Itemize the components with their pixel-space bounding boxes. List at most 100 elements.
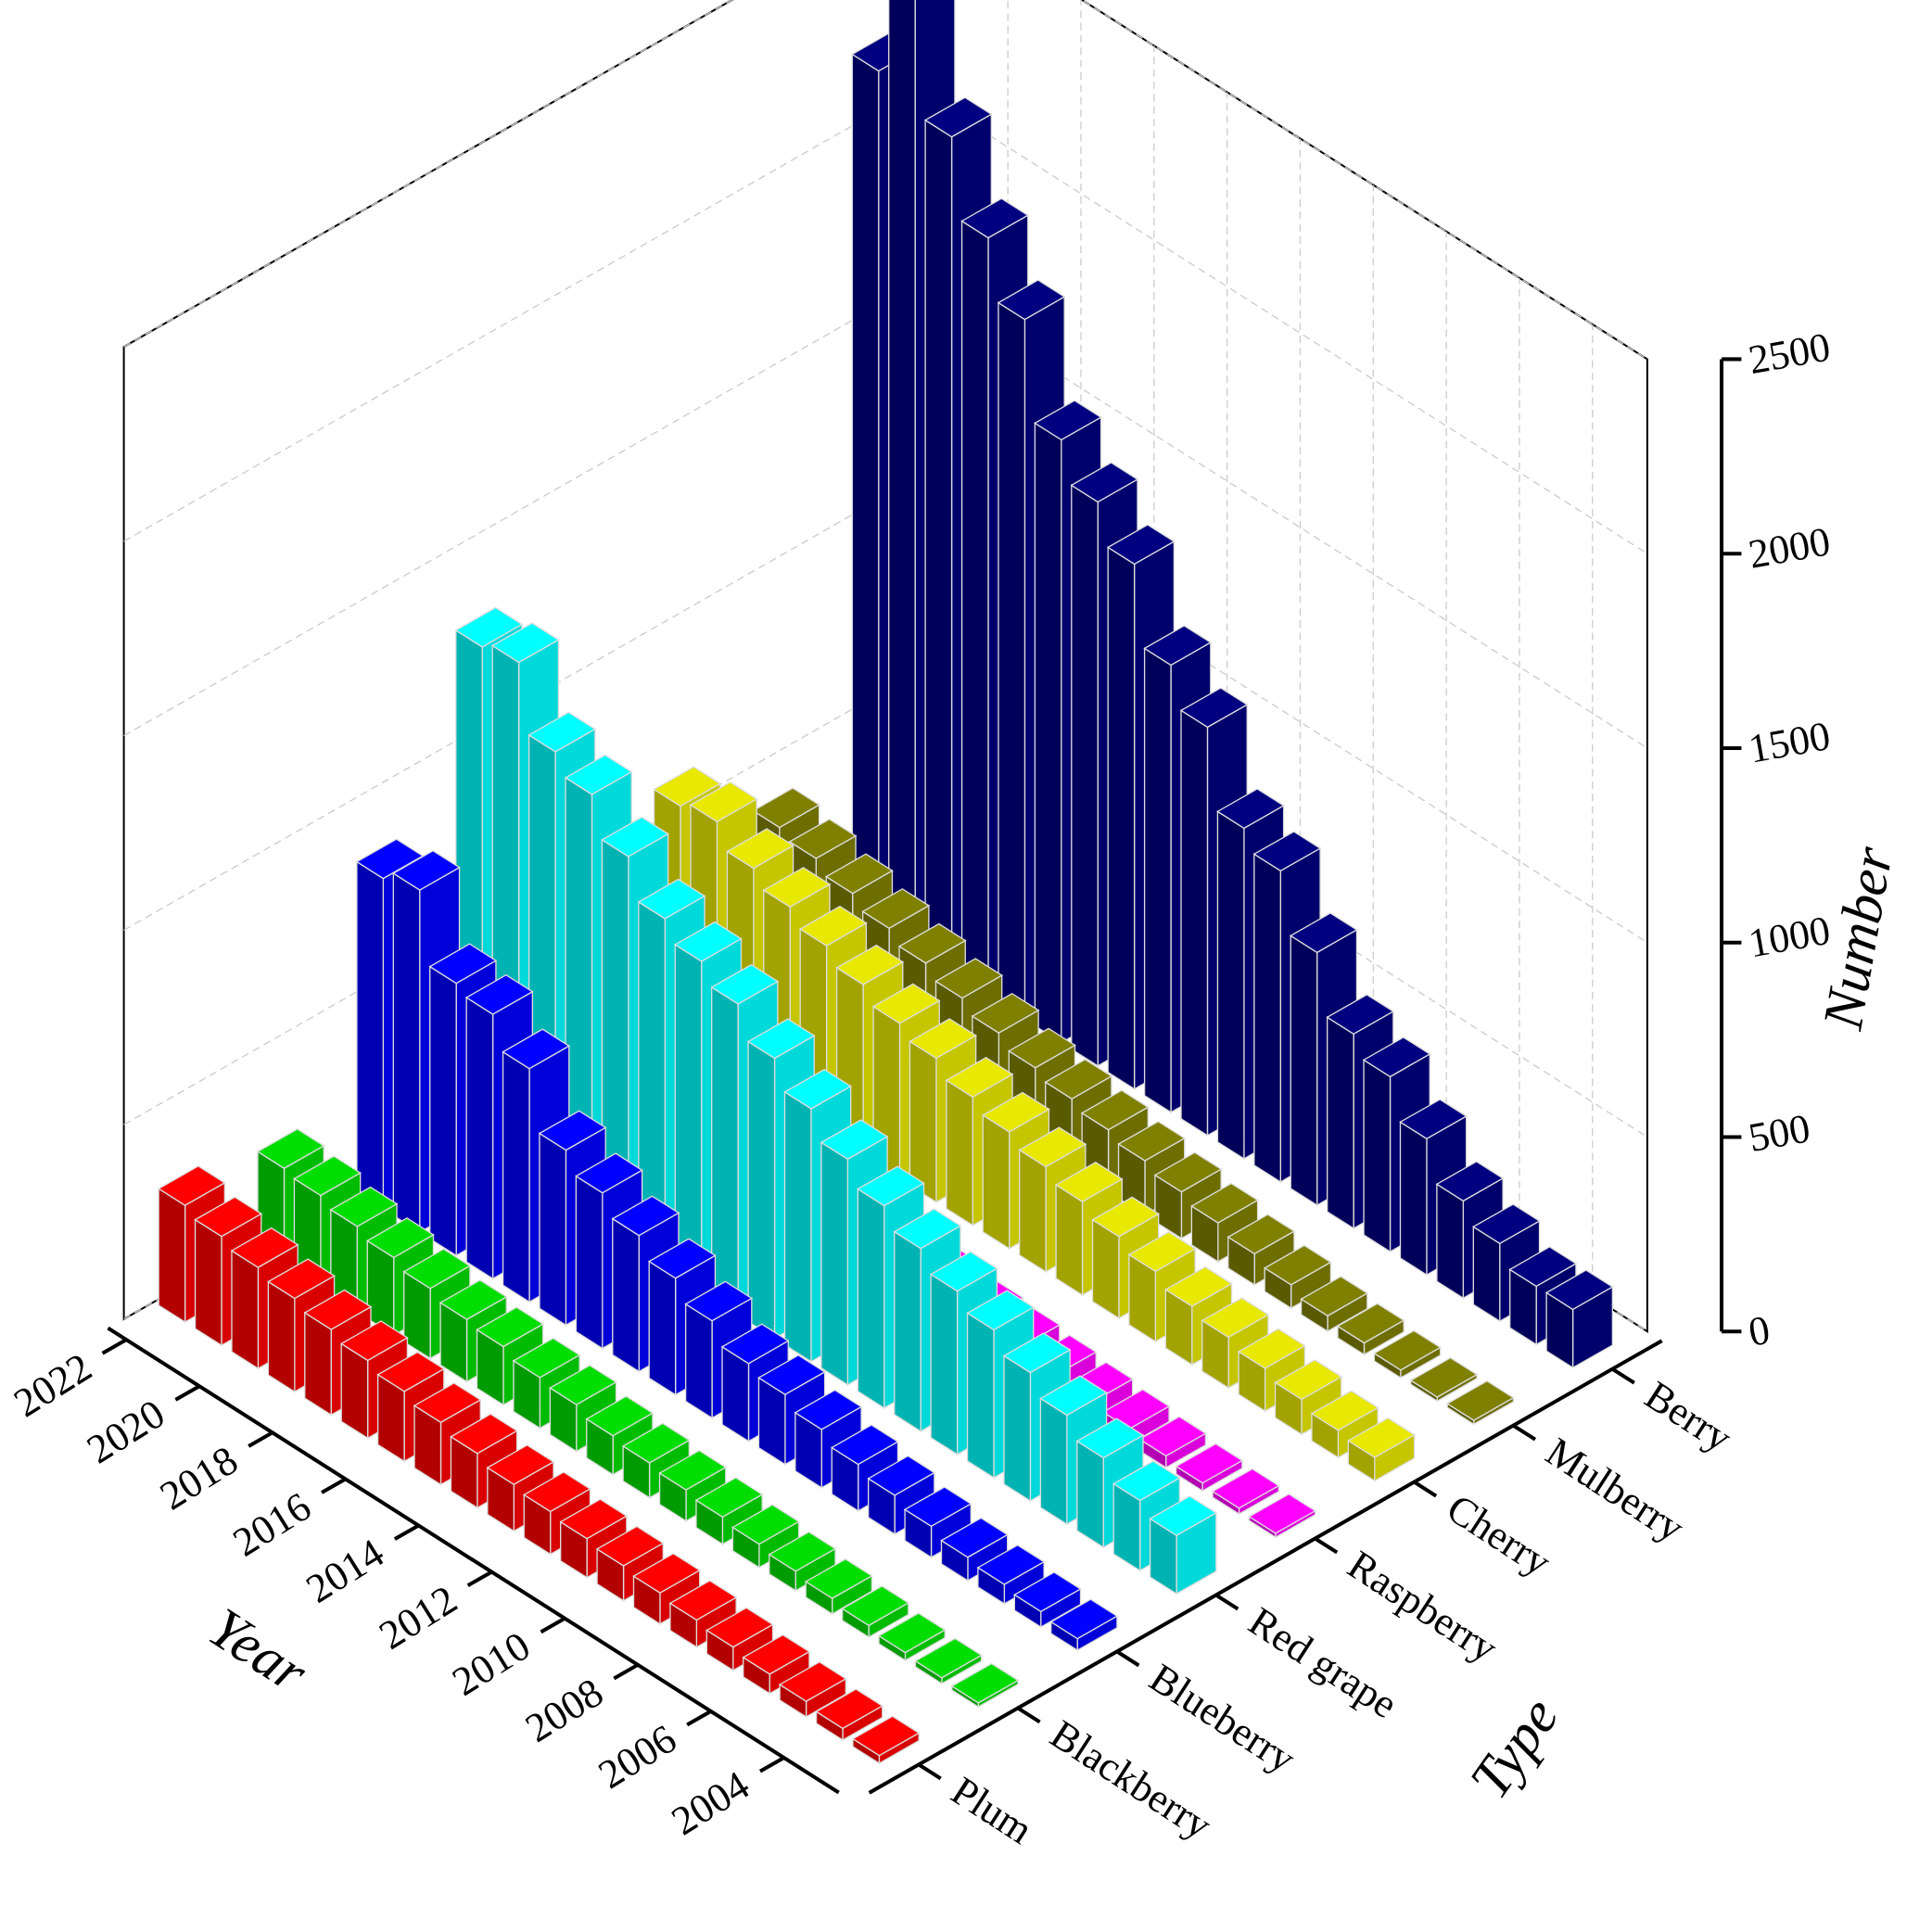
bar-face (1091, 1196, 1160, 1238)
bar-face (1013, 1571, 1082, 1613)
bar-face (1227, 1214, 1296, 1255)
bar-face (966, 1290, 1036, 1331)
bar-face (486, 1444, 555, 1485)
bar-face (742, 1633, 811, 1675)
bar-face (684, 1280, 754, 1322)
bar-face (1034, 400, 1102, 441)
bar-face (632, 1552, 702, 1595)
bar-face (647, 1238, 717, 1279)
bar (1138, 1416, 1207, 1469)
category-tick-label: Red grape (1240, 1598, 1405, 1727)
grid-line (123, 88, 917, 542)
bar-face (1070, 462, 1139, 503)
bar-face (538, 1110, 607, 1151)
bar-face (950, 1662, 1020, 1704)
plot: Year Type Number 20042006200820102012201… (6, 0, 1905, 1853)
bar-face (303, 1289, 373, 1330)
bar-face (339, 1320, 409, 1362)
bar-face (502, 1050, 530, 1303)
z-tick-label: 2000 (1745, 518, 1833, 578)
bar-face (752, 787, 820, 829)
grid-line (916, 477, 1648, 944)
bar-face (1326, 994, 1395, 1036)
bar (1211, 1468, 1280, 1516)
bar-face (1326, 1016, 1354, 1230)
category-tick (917, 1762, 942, 1781)
bar-face (365, 1217, 435, 1259)
bar-face (612, 1217, 640, 1373)
bar-face (1472, 1203, 1541, 1245)
bar (851, 1715, 921, 1765)
bar-face (877, 1612, 947, 1654)
bar-face (1117, 1120, 1187, 1162)
bar-face (648, 1260, 677, 1396)
x-tick-label: 2008 (517, 1670, 611, 1751)
bar-face (1106, 524, 1176, 566)
x-tick (321, 1477, 347, 1494)
bar-face (820, 1141, 849, 1386)
bar-face (1180, 709, 1209, 1138)
bar-face (1127, 1231, 1197, 1273)
bar-face (783, 1090, 812, 1363)
bar-face (490, 622, 560, 664)
category-tick-label: Raspberry (1340, 1542, 1506, 1671)
bar-face (966, 1312, 995, 1480)
bar (705, 1607, 774, 1672)
category-tick-label: Plum (944, 1768, 1041, 1853)
grid-line (123, 0, 733, 348)
x-tick-label: 2020 (79, 1391, 172, 1472)
bar-face (903, 1486, 972, 1528)
bar-face (893, 1208, 962, 1250)
x-tick-label: 2016 (225, 1483, 319, 1565)
bar (1347, 1417, 1416, 1482)
x-tick-label: 2022 (6, 1344, 100, 1426)
z-tick-label: 0 (1745, 1307, 1773, 1355)
bar-face (1039, 1397, 1068, 1526)
x-tick-label: 2004 (664, 1762, 757, 1844)
bar-face (673, 921, 743, 962)
bar-face (158, 1187, 186, 1324)
bar-face (1508, 1246, 1578, 1288)
x-tick (540, 1616, 566, 1634)
bar-face (1071, 484, 1099, 1067)
category-tick-label: Mulberry (1538, 1429, 1692, 1551)
bar-face (1003, 1354, 1032, 1503)
bar-face (930, 1273, 959, 1456)
bar (668, 1580, 738, 1648)
bar-face (653, 766, 722, 807)
bar-face (539, 1132, 567, 1327)
bar-face (413, 1382, 482, 1424)
category-tick-label: Cherry (1439, 1485, 1558, 1585)
grid-line (916, 88, 1648, 554)
category-axis-title: Type (1458, 1686, 1571, 1810)
bar-face (230, 1227, 299, 1268)
bar-face (194, 1218, 222, 1347)
bar-face (376, 1351, 446, 1392)
grid-line (123, 477, 917, 931)
bar-face (689, 782, 758, 823)
bar-face (1363, 1059, 1392, 1253)
bar-face (1289, 912, 1358, 954)
bar-face (788, 818, 858, 859)
bar-face (1190, 1182, 1259, 1224)
category-tick-label: Berry (1637, 1372, 1740, 1461)
bar (1149, 1495, 1218, 1595)
bar (1445, 1379, 1515, 1426)
x-tick (101, 1338, 128, 1355)
category-tick (1413, 1480, 1438, 1498)
bar-face (888, 0, 916, 951)
bar-face (1044, 1059, 1113, 1100)
bar (778, 1660, 847, 1719)
bar-face (1290, 934, 1318, 1207)
bar-face (1216, 788, 1285, 830)
bar-face (1175, 1443, 1244, 1484)
x-tick (466, 1570, 493, 1587)
bar-face (778, 1660, 847, 1702)
bar-face (1310, 1390, 1379, 1431)
bar-face (747, 1040, 776, 1340)
bar-face (1201, 1297, 1270, 1339)
bar-face (256, 1128, 325, 1170)
x-tick (393, 1523, 420, 1541)
